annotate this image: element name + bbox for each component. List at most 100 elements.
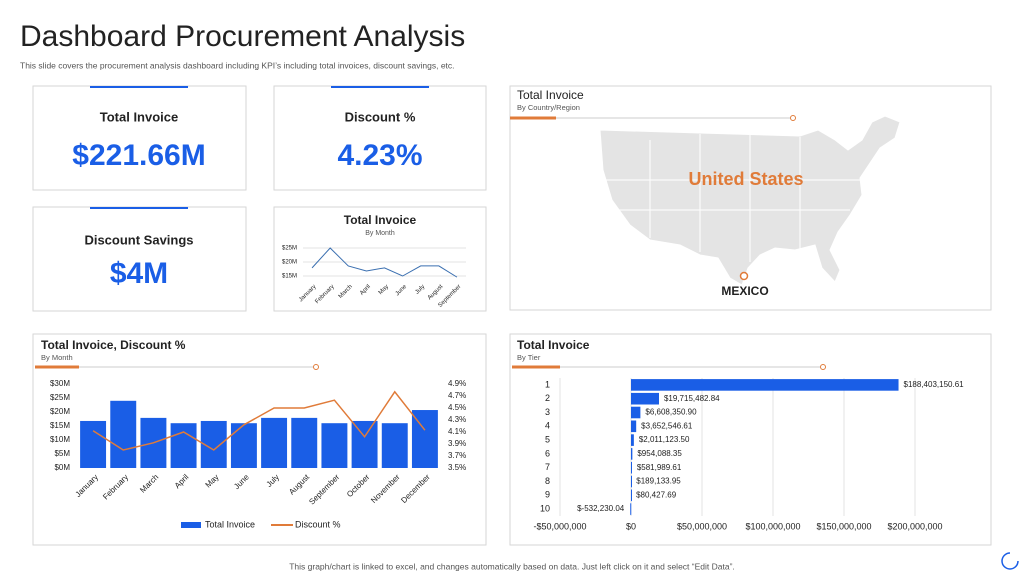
- chart-title: Total Invoice, Discount %: [41, 338, 186, 352]
- x-tick-label: $0: [626, 521, 636, 531]
- value-label: $581,989.61: [637, 463, 682, 472]
- chart-subtitle: By Month: [41, 353, 73, 362]
- value-label: $19,715,482.84: [664, 394, 720, 403]
- y2-tick-label: 4.7%: [448, 391, 466, 400]
- y-tick-label: 2: [545, 393, 550, 403]
- chart-card: [32, 333, 487, 546]
- bar: [631, 475, 632, 488]
- bar: [170, 423, 197, 468]
- region-marker: [739, 271, 749, 281]
- region-label: United States: [688, 169, 803, 189]
- line-series: [311, 247, 458, 278]
- region-label: MEXICO: [721, 284, 768, 298]
- bar: [110, 400, 137, 468]
- y-tick-label: $15M: [282, 274, 297, 280]
- kpi-label: Total Invoice: [100, 109, 179, 124]
- x-tick-label: -$50,000,000: [533, 521, 586, 531]
- bar: [230, 423, 257, 468]
- y-tick-label: $10M: [50, 435, 70, 444]
- map-subtitle: By Country/Region: [517, 103, 580, 112]
- bar: [631, 489, 632, 502]
- bar: [631, 461, 632, 474]
- value-label: $80,427.69: [636, 490, 677, 499]
- bar: [631, 406, 641, 419]
- bar: [631, 420, 637, 433]
- kpi-value: $4M: [110, 257, 168, 290]
- kpi-label: Discount Savings: [84, 232, 193, 247]
- bar: [291, 417, 318, 468]
- x-tick-label: $100,000,000: [745, 521, 800, 531]
- y2-tick-label: 4.5%: [448, 403, 466, 412]
- bar: [631, 448, 633, 460]
- y2-tick-label: 4.1%: [448, 427, 466, 436]
- y2-tick-label: 3.7%: [448, 451, 466, 460]
- x-tick-label: $50,000,000: [677, 521, 727, 531]
- bar: [351, 420, 378, 468]
- kpi-card: [32, 206, 247, 312]
- y-tick-label: $15M: [50, 421, 70, 430]
- y-tick-label: 6: [545, 448, 550, 458]
- y2-tick-label: 3.9%: [448, 439, 466, 448]
- value-label: $2,011,123.50: [639, 435, 690, 444]
- kpi-card: [273, 85, 487, 191]
- y-tick-label: $0M: [54, 463, 70, 472]
- bar: [261, 417, 288, 468]
- bar: [381, 423, 408, 468]
- bar: [631, 434, 634, 446]
- x-tick-label: $150,000,000: [816, 521, 871, 531]
- y-tick-label: 1: [545, 379, 550, 389]
- y-tick-label: $20M: [282, 260, 297, 266]
- bar: [631, 379, 899, 391]
- y-tick-label: $25M: [50, 393, 70, 402]
- chart-title: Total Invoice: [344, 213, 417, 227]
- bar: [630, 503, 632, 515]
- kpi-card: [32, 85, 247, 191]
- kpi-value: 4.23%: [337, 139, 422, 172]
- y-tick-label: $20M: [50, 407, 70, 416]
- y-tick-label: $5M: [54, 449, 70, 458]
- y-tick-label: 4: [545, 421, 550, 431]
- legend-swatch: [181, 522, 201, 528]
- value-label: $189,133.95: [636, 477, 681, 486]
- bar: [80, 420, 107, 468]
- accent-dot: [313, 364, 319, 370]
- y2-tick-label: 3.5%: [448, 463, 466, 472]
- value-label: $954,088.35: [637, 449, 682, 458]
- y-tick-label: 7: [545, 462, 550, 472]
- kpi-value: $221.66M: [72, 139, 205, 172]
- state-borders: [603, 134, 862, 262]
- value-label: $6,608,350.90: [645, 408, 697, 417]
- bar: [321, 423, 348, 468]
- chart-card: [509, 333, 992, 546]
- chart-card: [273, 206, 487, 312]
- value-label: $188,403,150.61: [904, 380, 965, 389]
- value-label: $3,652,546.61: [641, 421, 693, 430]
- footer-note: This graph/chart is linked to excel, and…: [289, 561, 735, 571]
- y-tick-label: $25M: [282, 246, 297, 252]
- y-tick-label: 10: [540, 503, 550, 513]
- chart-subtitle: By Tier: [517, 353, 541, 362]
- legend-label: Total Invoice: [205, 519, 255, 529]
- y2-tick-label: 4.9%: [448, 379, 466, 388]
- page-subtitle: This slide covers the procurement analys…: [20, 60, 455, 70]
- kpi-label: Discount %: [345, 109, 416, 124]
- refresh-icon: [1001, 552, 1019, 570]
- value-label: $-532,230.04: [577, 504, 625, 513]
- line-series: [92, 390, 426, 451]
- y-tick-label: 8: [545, 476, 550, 486]
- x-tick-label: $200,000,000: [887, 521, 942, 531]
- y-tick-label: 9: [545, 490, 550, 500]
- accent-dot: [820, 364, 826, 370]
- y-tick-label: 3: [545, 407, 550, 417]
- y-tick-label: $30M: [50, 379, 70, 388]
- chart-subtitle: By Month: [365, 230, 395, 237]
- y-tick-label: 5: [545, 434, 550, 444]
- page-title: Dashboard Procurement Analysis: [20, 20, 465, 53]
- map-title: Total Invoice: [517, 88, 584, 102]
- x-tick-label: July: [414, 284, 426, 296]
- chart-title: Total Invoice: [517, 338, 590, 352]
- y2-tick-label: 4.3%: [448, 415, 466, 424]
- legend-label: Discount %: [295, 519, 341, 529]
- accent-dot: [790, 115, 796, 121]
